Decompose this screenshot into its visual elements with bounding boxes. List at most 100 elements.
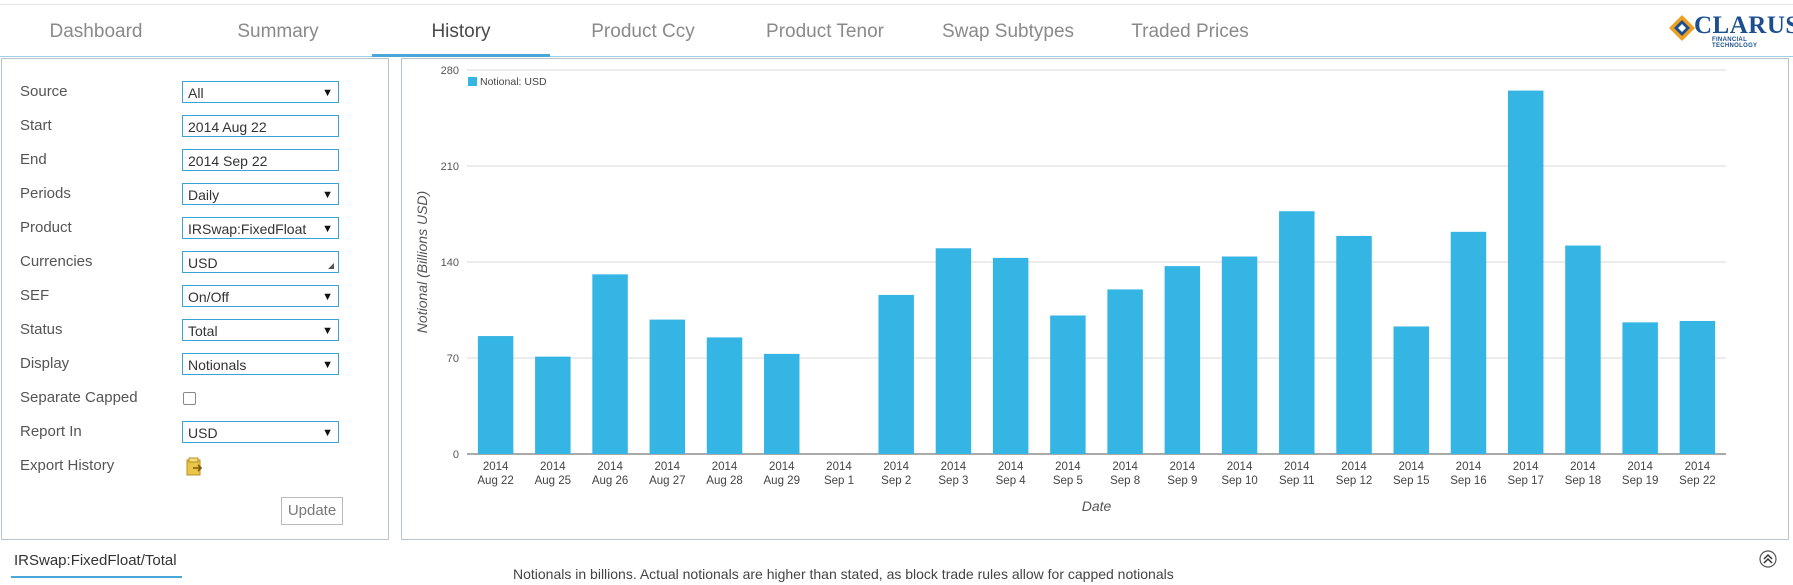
display-row: Display Notionals ▼ [20,353,380,379]
tab-dashboard[interactable]: Dashboard [49,21,143,42]
tab-product-ccy[interactable]: Product Ccy [591,21,695,42]
top-border [0,4,1793,5]
tab-bar: Dashboard Summary History Product Ccy Pr… [0,6,1793,57]
x-tick-label-date: Sep 5 [1053,475,1083,487]
report-in-select[interactable]: USD ▼ [182,421,339,443]
x-tick-label-date: Sep 9 [1167,475,1197,487]
export-icon[interactable] [185,457,204,476]
x-tick-label-date: Sep 10 [1221,475,1257,487]
display-label: Display [20,355,70,372]
source-select[interactable]: All ▼ [182,81,339,103]
bar [706,337,743,454]
bar [878,294,914,454]
update-button[interactable]: Update [281,497,343,525]
x-tick-label-year: 2014 [712,461,738,473]
sef-row: SEF On/Off ▼ [20,285,380,311]
notional-bar-chart: 0 70 140 210 280 Notional (Billions USD) 2014 A… [414,65,1726,514]
bar [1336,235,1372,454]
x-tick-label-year: 2014 [1456,461,1482,473]
dropdown-arrow-icon: ▼ [322,325,333,337]
dropdown-arrow-icon: ▼ [322,223,333,235]
chart-panel: 0 70 140 210 280 Notional (Billions USD) 2014 A… [401,58,1789,540]
tab-product-tenor[interactable]: Product Tenor [766,21,884,42]
x-tick-label-date: Aug 25 [535,475,571,487]
x-tick-label-year: 2014 [1112,461,1138,473]
bar [1622,322,1658,454]
product-row: Product IRSwap:FixedFloat ▼ [20,217,380,243]
bar [1393,326,1429,454]
end-row: End 2014 Sep 22 [20,149,380,175]
x-tick-label-year: 2014 [1055,461,1081,473]
tab-underline [0,56,1793,57]
dropdown-arrow-icon: ▼ [322,359,333,371]
periods-select[interactable]: Daily ▼ [182,183,339,205]
currencies-value: USD [188,255,218,271]
separate-capped-checkbox[interactable] [183,392,196,405]
tab-history[interactable]: History [431,21,491,42]
x-tick-label-date: Sep 15 [1393,475,1429,487]
x-tick-label-year: 2014 [1685,461,1711,473]
product-select[interactable]: IRSwap:FixedFloat ▼ [182,217,339,239]
x-tick-label-date: Sep 16 [1450,475,1486,487]
x-tick-label-year: 2014 [540,461,566,473]
export-history-label: Export History [20,457,115,474]
bar [1679,320,1716,454]
bar [592,274,628,454]
x-tick-label-year: 2014 [1513,461,1539,473]
start-row: Start 2014 Aug 22 [20,115,380,141]
source-row: Source All ▼ [20,81,380,107]
x-tick-label-date: Sep 19 [1622,475,1658,487]
bar [1565,245,1601,454]
y-axis-label: Notional (Billions USD) [414,191,430,333]
display-select[interactable]: Notionals ▼ [182,353,339,375]
start-label: Start [20,117,52,134]
bar [1050,315,1086,454]
y-tick-label: 210 [441,161,459,173]
filter-panel: Source All ▼ Start 2014 Aug 22 End 2014 S… [1,58,389,540]
status-select[interactable]: Total ▼ [182,319,339,341]
tab-summary[interactable]: Summary [237,21,319,42]
y-tick-label: 140 [441,257,459,269]
sef-select[interactable]: On/Off ▼ [182,285,339,307]
end-value: 2014 Sep 22 [188,153,268,169]
bar [477,336,514,454]
bar [1221,256,1258,454]
bar [1507,90,1544,455]
sef-value: On/Off [188,289,229,305]
status-label: Status [20,321,63,338]
bar [992,257,1029,454]
start-value: 2014 Aug 22 [188,119,267,135]
logo-name: CLARUS [1694,12,1793,39]
report-in-label: Report In [20,423,82,440]
tab-swap-subtypes[interactable]: Swap Subtypes [941,21,1075,42]
end-date-input[interactable]: 2014 Sep 22 [182,149,339,171]
x-tick-label-year: 2014 [941,461,967,473]
bar [1164,266,1201,454]
bar [764,353,800,454]
x-tick-label-year: 2014 [1170,461,1196,473]
tab-traded-prices[interactable]: Traded Prices [1131,21,1249,42]
currencies-multiselect[interactable]: USD [182,251,339,273]
currencies-row: Currencies USD [20,251,380,277]
clarus-logo: CLARUS FINANCIAL TECHNOLOGY [1668,10,1793,49]
export-history-row: Export History [20,455,380,481]
x-tick-label-date: Aug 28 [706,475,742,487]
periods-label: Periods [20,185,71,202]
sef-label: SEF [20,287,50,304]
footer-note: Notionals in billions. Actual notionals … [513,566,1174,582]
x-tick-label-year: 2014 [654,461,680,473]
source-value: All [188,85,204,101]
x-tick-label-year: 2014 [1227,461,1253,473]
start-date-input[interactable]: 2014 Aug 22 [182,115,339,137]
x-tick-label-date: Sep 22 [1679,475,1715,487]
footer-tab-label[interactable]: IRSwap:FixedFloat/Total [14,552,177,569]
x-tick-label-year: 2014 [483,461,509,473]
x-tick-label-year: 2014 [769,461,795,473]
bar [1107,289,1143,454]
y-tick-label: 280 [441,65,459,77]
x-tick-label-date: Sep 8 [1110,475,1140,487]
currencies-label: Currencies [20,253,93,270]
product-value: IRSwap:FixedFloat [188,221,307,237]
x-tick-label-date: Sep 18 [1565,475,1601,487]
collapse-up-icon[interactable] [1759,550,1777,568]
